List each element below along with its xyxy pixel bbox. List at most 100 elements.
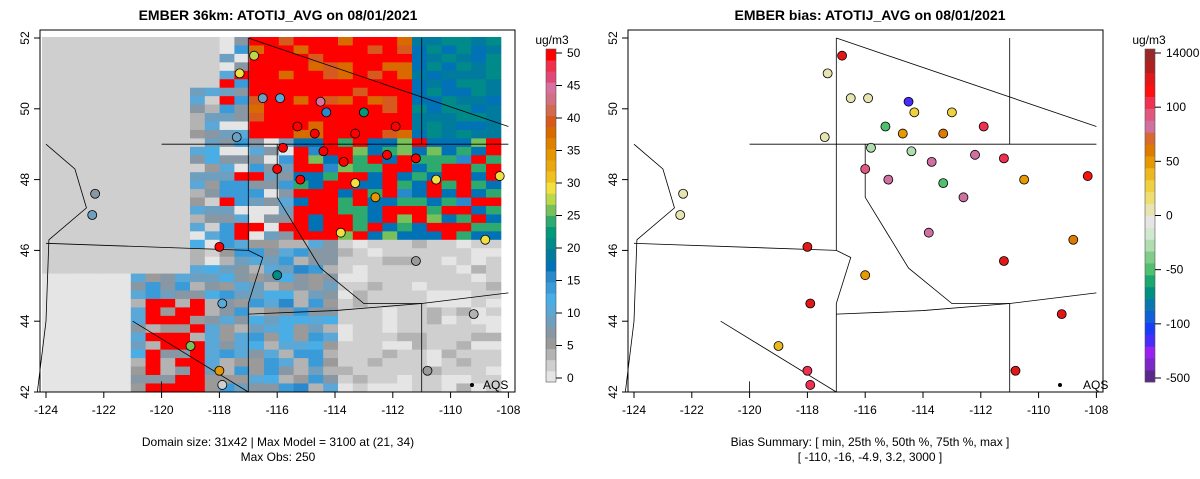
model-grid-cell xyxy=(456,256,472,266)
model-grid-cell xyxy=(130,307,147,317)
model-grid-cell xyxy=(130,37,147,46)
model-grid-cell xyxy=(219,79,235,89)
station-marker xyxy=(275,93,285,104)
model-grid-cell xyxy=(293,155,309,165)
model-grid-cell xyxy=(308,358,324,368)
model-grid-cell xyxy=(249,290,265,300)
model-grid-cell xyxy=(160,349,176,359)
model-grid-cell xyxy=(352,146,369,156)
legend-color-step xyxy=(1145,72,1155,86)
model-grid-cell xyxy=(130,206,147,215)
legend-tick-label: -500 xyxy=(1166,371,1190,385)
model-grid-cell xyxy=(352,298,369,308)
model-grid-cell xyxy=(130,341,147,351)
model-grid-cell xyxy=(352,222,369,232)
model-grid-cell xyxy=(249,248,265,258)
model-grid-cell xyxy=(86,180,102,190)
model-grid-cell xyxy=(264,273,280,283)
station-marker xyxy=(906,146,917,157)
model-grid-cell xyxy=(308,53,324,63)
model-grid-cell xyxy=(412,70,428,80)
model-grid-cell xyxy=(486,197,502,207)
model-grid-cell xyxy=(56,197,73,207)
model-grid-cell xyxy=(204,231,221,241)
model-grid-cell xyxy=(160,113,176,122)
model-grid-cell xyxy=(145,37,161,46)
model-grid-cell xyxy=(382,79,398,89)
model-grid-cell xyxy=(56,383,73,393)
model-grid-cell xyxy=(249,155,265,165)
model-grid-cell xyxy=(278,96,295,106)
model-grid-cell xyxy=(278,265,295,275)
model-grid-cell xyxy=(471,189,487,199)
model-grid-cell xyxy=(42,214,58,224)
model-grid-cell xyxy=(71,138,87,148)
model-grid-cell xyxy=(338,87,354,97)
model-grid-cell xyxy=(441,375,457,384)
model-grid-cell xyxy=(190,282,206,291)
model-grid-cell xyxy=(308,70,324,80)
model-grid-cell xyxy=(234,121,250,131)
model-grid-cell xyxy=(278,222,295,232)
model-grid-cell xyxy=(323,256,339,266)
legend-color-step xyxy=(1145,203,1155,216)
legend-tick-label: 25 xyxy=(567,209,581,223)
model-grid-cell xyxy=(86,155,102,165)
legend-tick-label: -50 xyxy=(1166,263,1184,277)
model-grid-cell xyxy=(130,180,147,190)
model-grid-cell xyxy=(116,349,132,359)
border-line xyxy=(421,292,509,304)
model-grid-cell xyxy=(234,256,250,266)
model-grid-cell xyxy=(367,62,383,72)
model-grid-cell xyxy=(204,180,221,190)
station-marker xyxy=(1068,234,1079,245)
model-grid-cell xyxy=(101,239,117,249)
model-grid-cell xyxy=(116,273,132,283)
model-grid-cell xyxy=(175,155,191,165)
model-grid-cell xyxy=(234,341,250,351)
station-marker xyxy=(249,50,259,61)
model-grid-cell xyxy=(308,79,324,89)
model-grid-cell xyxy=(234,282,250,291)
station-marker xyxy=(999,256,1009,266)
model-grid-cell xyxy=(486,324,502,334)
model-grid-cell xyxy=(190,307,206,317)
model-grid-cell xyxy=(175,121,191,131)
model-grid-cell xyxy=(412,307,428,317)
model-grid-cell xyxy=(264,375,280,384)
model-grid-cell xyxy=(441,282,457,291)
model-grid-cell xyxy=(278,307,295,317)
model-grid-cell xyxy=(441,87,457,97)
model-grid-cell xyxy=(471,324,487,334)
model-grid-cell xyxy=(145,96,161,106)
model-grid-cell xyxy=(367,146,383,156)
model-grid-cell xyxy=(264,180,280,190)
model-grid-cell xyxy=(116,282,132,291)
model-grid-cell xyxy=(412,37,428,46)
model-grid-cell xyxy=(352,273,369,283)
model-grid-cell xyxy=(71,358,87,368)
model-grid-cell xyxy=(219,315,235,325)
model-grid-cell xyxy=(204,222,221,232)
model-grid-cell xyxy=(382,248,398,258)
model-grid-cell xyxy=(456,222,472,232)
model-grid-cell xyxy=(234,222,250,232)
model-grid-cell xyxy=(293,366,309,376)
model-grid-cell xyxy=(323,231,339,241)
model-grid-cell xyxy=(397,366,413,376)
model-grid-cell xyxy=(42,163,58,173)
model-grid-cell xyxy=(352,197,369,207)
model-grid-cell xyxy=(42,358,58,368)
legend-tick-label: 0 xyxy=(567,371,574,385)
model-grid-cell xyxy=(71,324,87,334)
border-line xyxy=(720,320,837,393)
model-grid-cell xyxy=(486,53,502,63)
model-grid-cell xyxy=(219,273,235,283)
model-grid-cell xyxy=(293,45,309,55)
model-grid-cell xyxy=(382,197,398,207)
model-grid-cell xyxy=(130,172,147,182)
model-grid-cell xyxy=(441,96,457,106)
model-grid-cell xyxy=(293,214,309,224)
model-grid-cell xyxy=(160,53,176,63)
legend-color-step xyxy=(546,160,556,172)
